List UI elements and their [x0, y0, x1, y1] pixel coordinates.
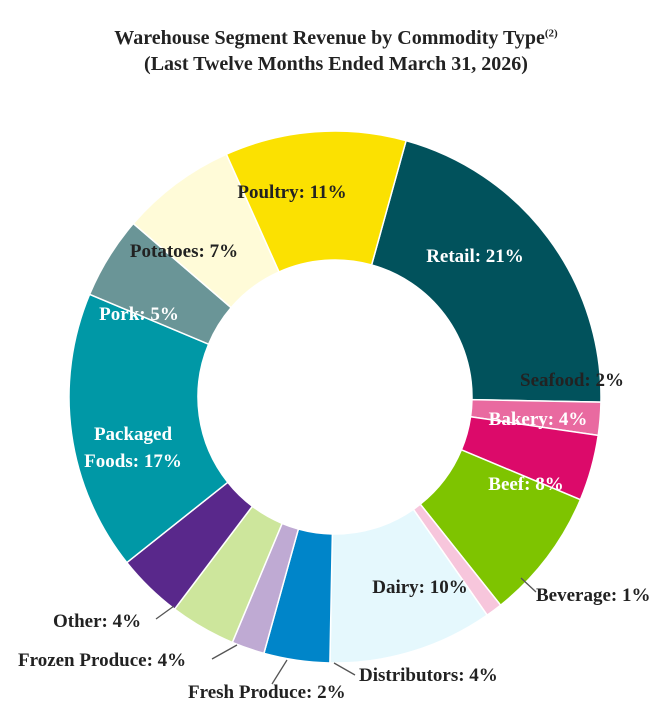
leader-line-beverage: [520, 577, 537, 593]
slice-label-potatoes: Potatoes: 7%: [130, 241, 238, 262]
slice-label-retail: Retail: 21%: [426, 246, 524, 267]
slice-retail: [370, 139, 602, 403]
slice-label-bakery: Bakery: 4%: [489, 409, 588, 430]
slice-label-other: Other: 4%: [53, 611, 141, 632]
title-superscript: (2): [544, 27, 558, 40]
slice-label-distributors: Distributors: 4%: [359, 665, 498, 686]
chart-subtitle: (Last Twelve Months Ended March 31, 2026…: [144, 53, 528, 75]
leader-line-distributors: [333, 662, 356, 676]
slice-label-dairy: Dairy: 10%: [372, 577, 468, 598]
slice-label-fresh-produce: Fresh Produce: 2%: [188, 682, 346, 703]
slice-label-frozen-produce: Frozen Produce: 4%: [18, 650, 186, 671]
slice-packaged-foods: [68, 293, 229, 564]
slice-label-seafood: Seafood: 2%: [520, 370, 624, 391]
leader-line-other: [155, 605, 175, 620]
slice-poultry: [225, 130, 408, 273]
slice-label-pork: Pork: 5%: [99, 304, 179, 325]
slice-label-poultry: Poultry: 11%: [237, 182, 346, 203]
leader-line-frozen-produce: [211, 644, 238, 660]
slice-label-beverage: Beverage: 1%: [536, 585, 650, 606]
slice-label-packaged-foods: Packaged Foods: 17%: [84, 424, 182, 472]
leader-line-fresh-produce: [271, 659, 288, 685]
slice-label-beef: Beef: 8%: [488, 474, 563, 495]
chart-title: Warehouse Segment Revenue by Commodity T…: [114, 27, 558, 49]
